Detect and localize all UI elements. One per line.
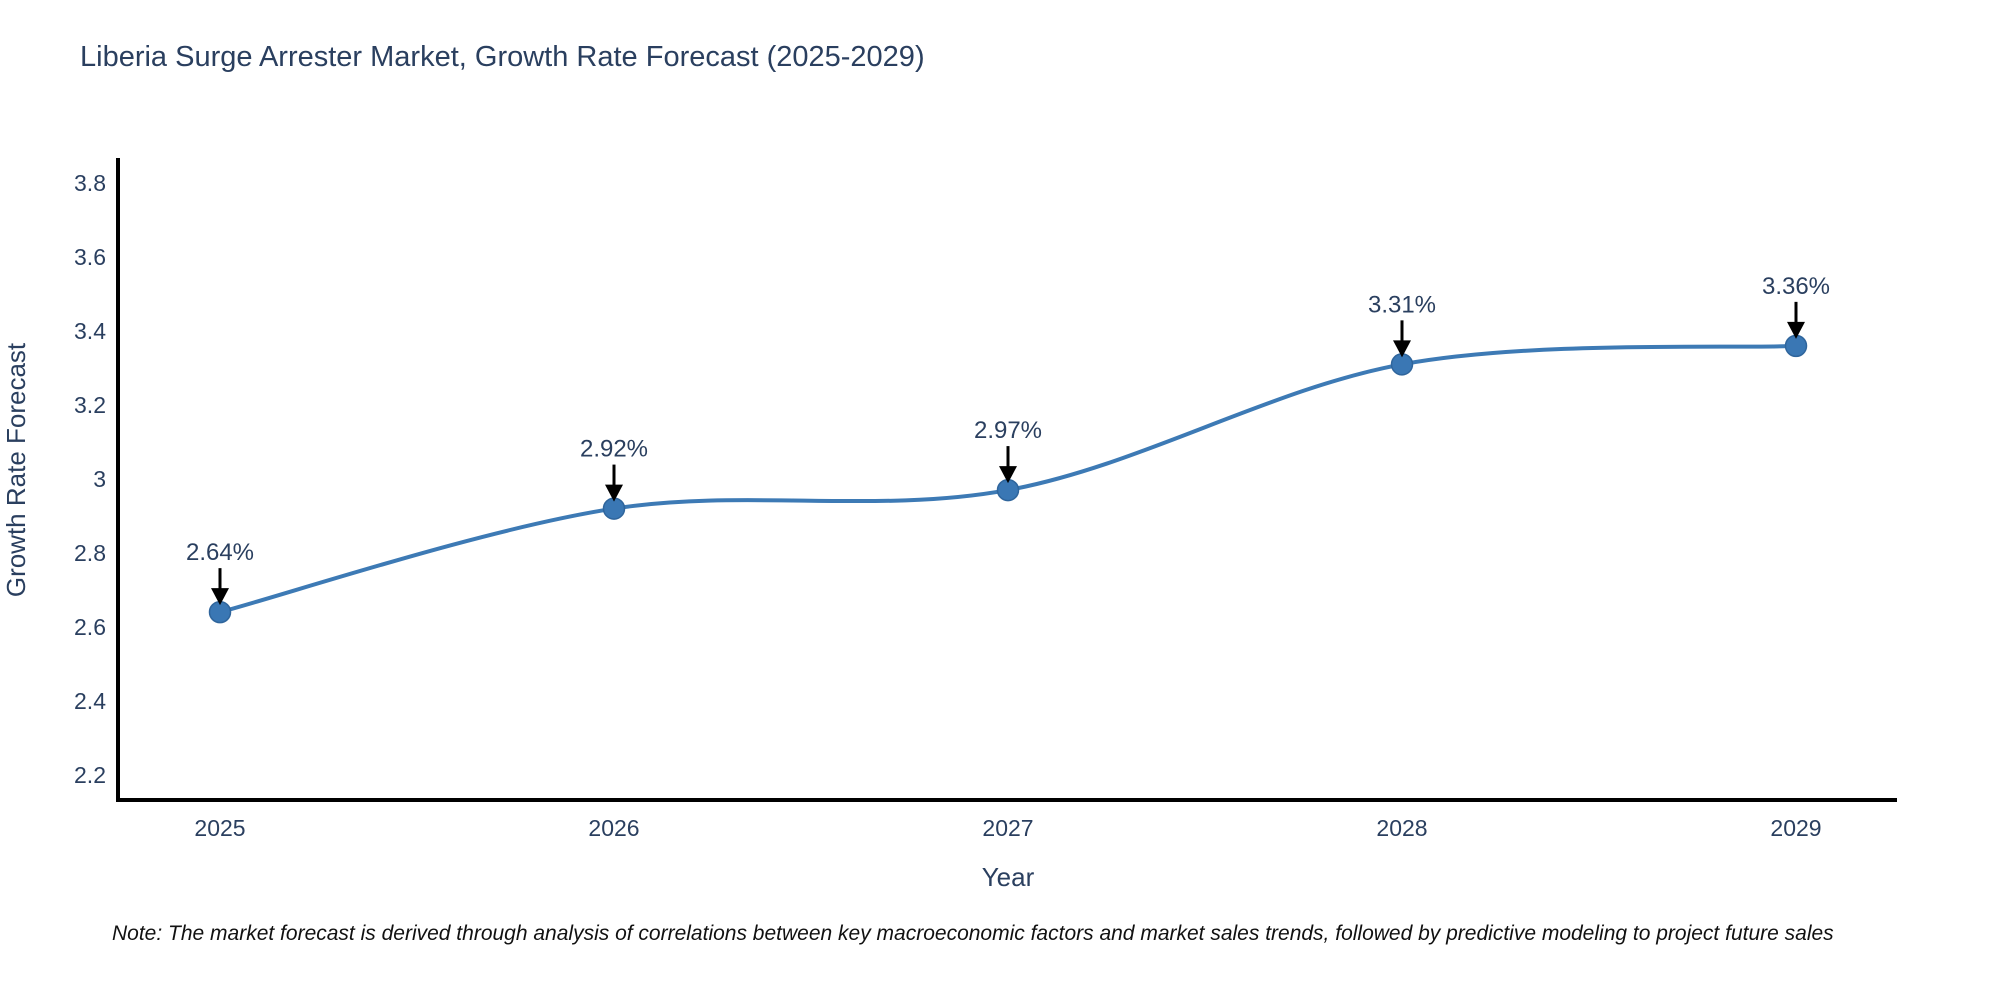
- annotation-arrowhead-icon: [605, 484, 623, 502]
- x-tick-label: 2027: [982, 815, 1033, 841]
- annotation-arrowhead-icon: [1787, 321, 1805, 339]
- annotation-label: 2.97%: [974, 417, 1042, 444]
- annotation-arrowhead-icon: [1393, 340, 1411, 358]
- x-tick-label: 2029: [1770, 815, 1821, 841]
- y-tick-label: 2.4: [74, 688, 106, 714]
- x-tick-label: 2026: [588, 815, 639, 841]
- annotation-label: 3.31%: [1368, 291, 1436, 318]
- footnote: Note: The market forecast is derived thr…: [112, 922, 1834, 945]
- y-tick-label: 2.2: [74, 762, 106, 788]
- annotation-2025: 2.64%: [186, 539, 254, 606]
- annotation-arrowhead-icon: [999, 466, 1017, 484]
- x-tick-label: 2028: [1376, 815, 1427, 841]
- y-tick-label: 3.2: [74, 392, 106, 418]
- y-tick-label: 3.4: [74, 318, 106, 344]
- x-axis-title: Year: [982, 862, 1035, 892]
- y-axis-tick-labels: 3.8 3.6 3.4 3.2 3 2.8 2.6 2.4 2.2: [74, 170, 106, 788]
- axes: [116, 158, 1897, 802]
- annotation-arrowhead-icon: [211, 588, 229, 606]
- annotation-label: 2.92%: [580, 436, 648, 463]
- annotation-label: 2.64%: [186, 539, 254, 566]
- x-tick-label: 2025: [194, 815, 245, 841]
- annotation-2028: 3.31%: [1368, 291, 1436, 358]
- x-axis-tick-labels: 2025 2026 2027 2028 2029: [194, 815, 1821, 841]
- chart-title: Liberia Surge Arrester Market, Growth Ra…: [80, 41, 925, 73]
- y-tick-label: 2.8: [74, 540, 106, 566]
- y-tick-label: 2.6: [74, 614, 106, 640]
- annotation-label: 3.36%: [1762, 273, 1830, 300]
- line-series: [208, 334, 1808, 624]
- annotation-2029: 3.36%: [1762, 273, 1830, 339]
- annotation-2026: 2.92%: [580, 436, 648, 502]
- y-tick-label: 3.6: [74, 244, 106, 270]
- y-tick-label: 3: [93, 466, 106, 492]
- point-annotations: 2.64% 2.92% 2.97% 3.31% 3.36%: [186, 273, 1830, 606]
- y-tick-label: 3.8: [74, 170, 106, 196]
- annotation-2027: 2.97%: [974, 417, 1042, 484]
- y-axis-title: Growth Rate Forecast: [1, 342, 31, 597]
